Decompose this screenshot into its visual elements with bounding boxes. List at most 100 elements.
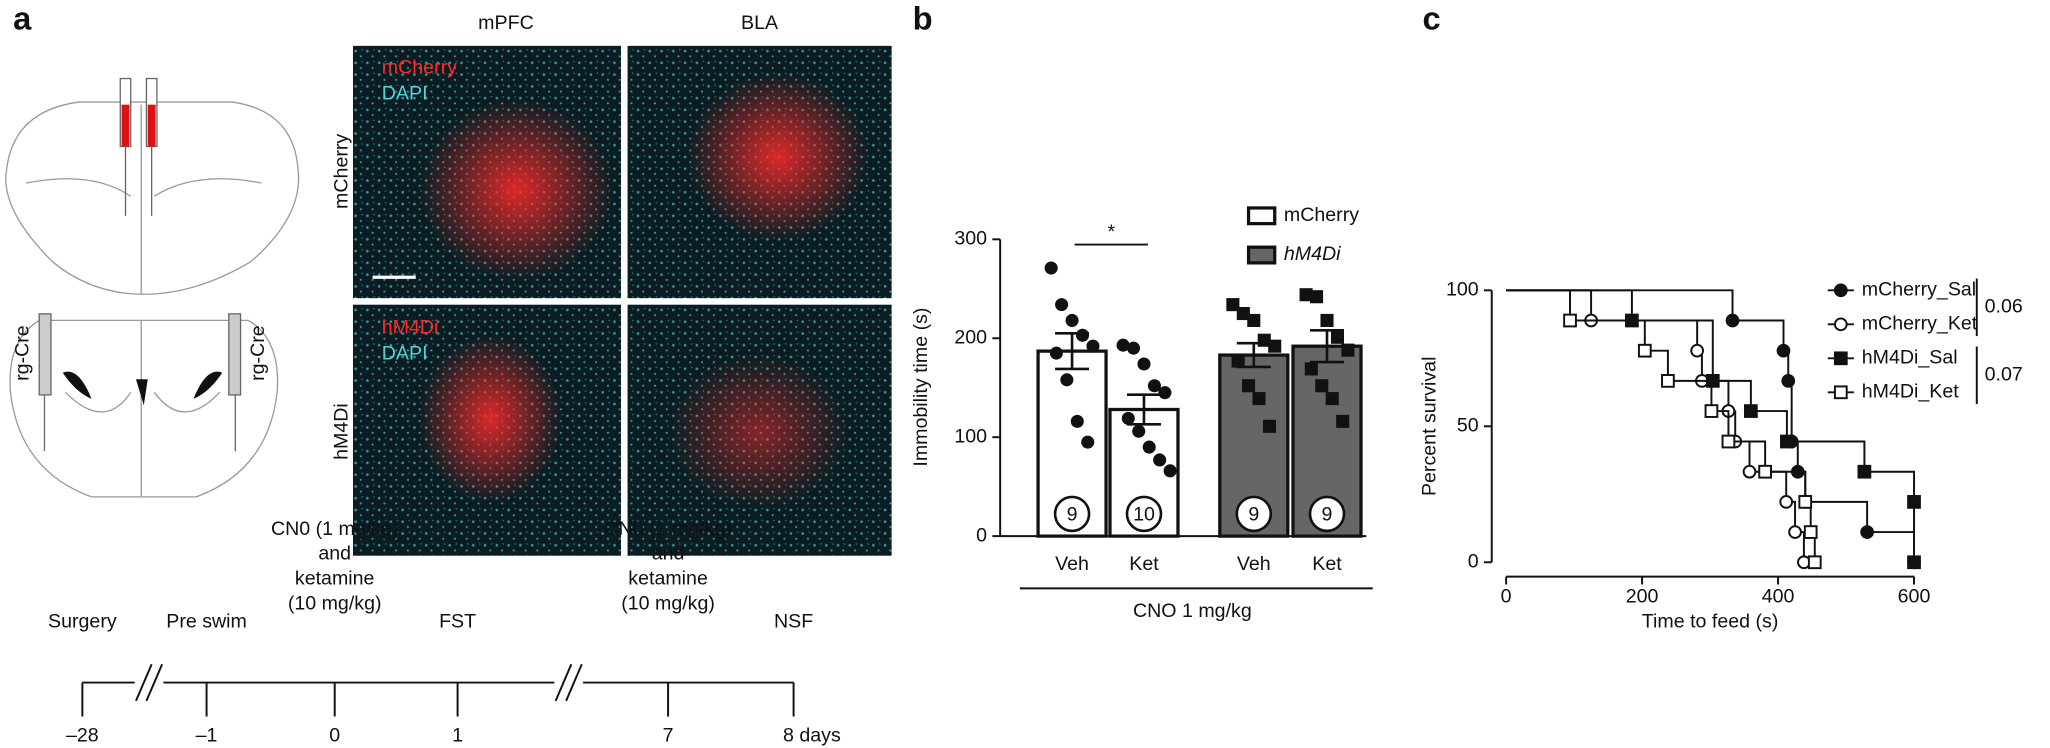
row-label: hM4Di (331, 403, 353, 460)
y-tick-label: 50 (1457, 414, 1479, 436)
timeline-event: NSF (774, 611, 813, 633)
survival-marker (1704, 404, 1719, 418)
panel-label: b (913, 0, 933, 37)
timeline-event: FST (439, 611, 476, 633)
survival-marker (1725, 313, 1740, 328)
timeline-event: (10 mg/kg) (621, 592, 715, 614)
n-label: 9 (1067, 503, 1078, 525)
data-point (1142, 440, 1156, 454)
legend-label: hM4Di (1284, 243, 1341, 265)
data-point (1242, 379, 1256, 393)
data-point (1044, 261, 1058, 275)
legend-label: mCherry_Ket (1862, 313, 1978, 335)
data-point (1247, 313, 1261, 327)
y-axis-label: Percent survival (1418, 357, 1440, 496)
timeline-day: 8 days (783, 724, 841, 746)
data-point (1304, 362, 1318, 376)
y-tick-label: 200 (954, 326, 987, 348)
survival-marker (1742, 464, 1757, 479)
timeline-event: Pre swim (166, 611, 247, 633)
data-point (1336, 414, 1350, 428)
legend-marker (1833, 385, 1848, 400)
y-axis-label: Immobility time (s) (910, 308, 932, 467)
data-point (1055, 298, 1069, 312)
legend-label: mCherry (1284, 204, 1359, 226)
survival-curve (1506, 289, 1916, 563)
timeline-event: and (652, 543, 685, 565)
timeline-event: CN0 (1 mg/kg) (604, 518, 732, 540)
data-point (1070, 414, 1084, 428)
survival-marker (1907, 495, 1921, 509)
survival-marker (1758, 464, 1773, 479)
survival-marker (1744, 404, 1758, 418)
survival-marker (1780, 434, 1794, 449)
timeline-day: –1 (196, 724, 218, 746)
data-point (1126, 341, 1141, 355)
data-point (1158, 386, 1172, 400)
survival-marker (1776, 343, 1791, 358)
legend-marker (1833, 283, 1848, 298)
data-point (1163, 464, 1177, 478)
data-point (1132, 424, 1146, 438)
x-tick-label: 0 (1501, 586, 1512, 608)
error-bar (1310, 329, 1345, 364)
stain-label: hM4Di (382, 316, 439, 338)
survival-curve (1506, 289, 1805, 563)
panel-label: c (1422, 0, 1440, 37)
timeline-event: Surgery (48, 611, 117, 633)
survival-marker (1781, 374, 1796, 388)
y-tick-label: 300 (954, 228, 987, 250)
survival-marker (1563, 313, 1577, 328)
column-label: mPFC (478, 12, 534, 34)
x-axis-label: Time to feed (s) (1642, 611, 1779, 633)
data-point (1252, 392, 1266, 406)
stain-label: DAPI (382, 343, 428, 365)
legend-swatch (1246, 245, 1277, 265)
data-point (1310, 290, 1324, 304)
n-label: 10 (1133, 503, 1155, 525)
timeline-day: 1 (452, 724, 463, 746)
data-point (1320, 313, 1334, 327)
timeline-event: and (318, 543, 351, 565)
data-point (1236, 306, 1250, 321)
stain-label: DAPI (382, 82, 428, 104)
injection-label: rg-Cre (12, 325, 34, 381)
timeline-day: –28 (66, 724, 99, 746)
legend-marker (1833, 351, 1848, 366)
data-point (1299, 288, 1313, 302)
data-point (1075, 328, 1090, 342)
timeline-day: 7 (663, 724, 674, 746)
survival-marker (1907, 555, 1921, 570)
legend-marker (1833, 317, 1848, 332)
data-point (1147, 379, 1161, 393)
n-label: 9 (1322, 503, 1333, 525)
data-point (1226, 298, 1240, 312)
row-label: mCherry (331, 134, 353, 209)
survival-curve (1506, 289, 1916, 563)
y-tick-label: 100 (1446, 279, 1479, 301)
legend-label: hM4Di_Sal (1862, 346, 1958, 368)
data-point (1330, 330, 1345, 344)
n-badge (1125, 495, 1163, 533)
data-point (1325, 392, 1339, 406)
n-label: 9 (1248, 503, 1259, 525)
y-tick-label: 0 (976, 524, 987, 546)
legend-swatch (1246, 206, 1277, 226)
comparison-p: 0.07 (1985, 363, 2023, 385)
survival-marker (1857, 464, 1872, 479)
data-point (1341, 343, 1355, 357)
legend-label: mCherry_Sal (1862, 279, 1976, 301)
comparison-p: 0.06 (1985, 296, 2023, 318)
error-bar (1126, 393, 1161, 426)
micrographs (352, 45, 892, 556)
survival-marker (1798, 495, 1813, 509)
group-label: CNO 1 mg/kg (1133, 600, 1252, 622)
x-tick-label: 200 (1626, 586, 1659, 608)
stain-label: mCherry (382, 56, 457, 78)
survival-curve (1506, 289, 1816, 563)
survival-marker (1661, 374, 1675, 388)
data-point (1268, 339, 1282, 353)
n-badge (1308, 495, 1346, 533)
data-point (1081, 435, 1095, 449)
